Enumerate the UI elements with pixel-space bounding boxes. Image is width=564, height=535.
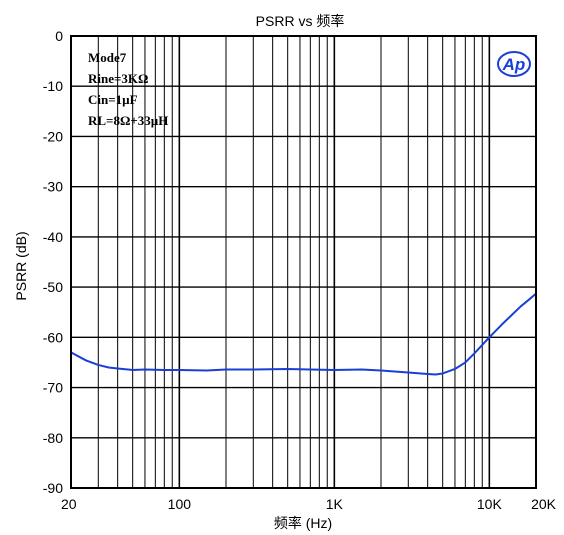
x-tick-label: 20K [531, 496, 557, 512]
annotation-box: Mode7 Rine=3KΩ Cin=1µF RL=8Ω+33µH [88, 50, 168, 128]
y-axis-title: PSRR (dB) [13, 231, 29, 300]
y-tick-label: -20 [43, 128, 63, 144]
y-tick-label: 0 [55, 28, 63, 44]
plot-line-layer [70, 292, 537, 376]
annotation-line: Cin=1µF [88, 92, 138, 107]
y-tick-label: -60 [43, 329, 63, 345]
x-tick-label: 100 [168, 496, 192, 512]
x-axis-title: 频率 (Hz) [274, 515, 332, 531]
annotation-line: Rine=3KΩ [88, 71, 148, 86]
x-tick-label: 1K [326, 496, 344, 512]
annotation-line: Mode7 [88, 50, 127, 65]
ap-logo: Ap [497, 51, 531, 77]
y-tick-label: -80 [43, 430, 63, 446]
annotation-line: RL=8Ω+33µH [88, 113, 168, 128]
y-tick-label: -50 [43, 279, 63, 295]
y-tick-label: -40 [43, 229, 63, 245]
y-tick-label: -10 [43, 78, 63, 94]
ap-logo-text: Ap [502, 55, 526, 74]
grid-layer [70, 35, 537, 489]
ap-logo-ring [497, 51, 531, 77]
plot-frame [70, 35, 537, 489]
y-tick-label: -90 [43, 480, 63, 496]
x-tick-label: 20 [61, 496, 77, 512]
x-tick-label: 10K [477, 496, 503, 512]
chart-title: PSRR vs 频率 [256, 13, 345, 29]
y-tick-label: -70 [43, 380, 63, 396]
series-line [70, 292, 537, 376]
y-tick-label: -30 [43, 179, 63, 195]
